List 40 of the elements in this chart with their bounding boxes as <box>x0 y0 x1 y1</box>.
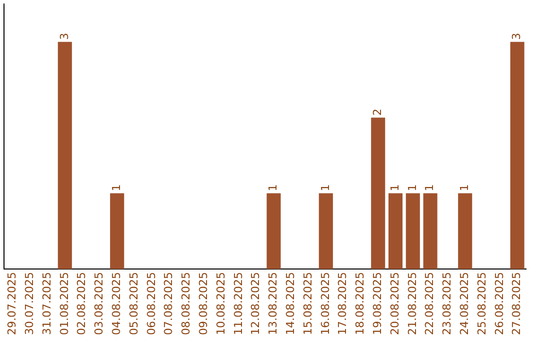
x-tick-label: 11.08.2025 <box>232 272 245 336</box>
x-tick-label: 08.08.2025 <box>180 272 193 336</box>
x-tick-label: 09.08.2025 <box>196 272 210 336</box>
x-tick-label: 19.08.2025 <box>370 272 384 336</box>
x-tick-label: 13.08.2025 <box>266 272 280 336</box>
x-tick-label: 23.08.2025 <box>440 272 454 336</box>
data-label: 1 <box>423 184 436 192</box>
x-tick-label: 05.08.2025 <box>127 272 140 336</box>
x-tick-label: 25.08.2025 <box>475 272 488 336</box>
x-tick-label: 21.08.2025 <box>406 272 419 336</box>
data-label: 1 <box>388 184 402 192</box>
data-label: 3 <box>58 32 71 40</box>
x-tick-label: 12.08.2025 <box>249 272 262 336</box>
x-tick-label: 27.08.2025 <box>510 272 524 336</box>
x-tick-label: 10.08.2025 <box>214 272 228 336</box>
x-tick-label: 01.08.2025 <box>58 272 71 336</box>
x-tick-label: 06.08.2025 <box>144 272 158 336</box>
x-tick-label: 24.08.2025 <box>458 272 471 336</box>
x-tick-label: 14.08.2025 <box>284 272 297 336</box>
data-label: 2 <box>370 108 384 116</box>
x-tick-label: 17.08.2025 <box>336 272 350 336</box>
x-tick-label: 31.07.2025 <box>40 272 54 336</box>
x-tick-label: 15.08.2025 <box>301 272 314 336</box>
x-tick-label: 07.08.2025 <box>162 272 176 336</box>
x-tick-label: 22.08.2025 <box>423 272 436 336</box>
data-label: 1 <box>318 184 332 192</box>
x-tick-label: 29.07.2025 <box>6 272 19 336</box>
x-tick-label: 02.08.2025 <box>75 272 88 336</box>
x-tick-label: 20.08.2025 <box>388 272 402 336</box>
x-tick-label: 18.08.2025 <box>354 272 367 336</box>
x-tick-label: 30.07.2025 <box>22 272 36 336</box>
x-tick-label: 04.08.2025 <box>110 272 123 336</box>
x-tick-label: 26.08.2025 <box>492 272 506 336</box>
data-label: 1 <box>458 184 471 192</box>
data-label: 1 <box>110 184 123 192</box>
data-label: 1 <box>266 184 280 192</box>
x-tick-label: 16.08.2025 <box>318 272 332 336</box>
data-label: 1 <box>406 184 419 192</box>
data-label: 3 <box>510 32 524 40</box>
x-tick-label: 03.08.2025 <box>92 272 106 336</box>
